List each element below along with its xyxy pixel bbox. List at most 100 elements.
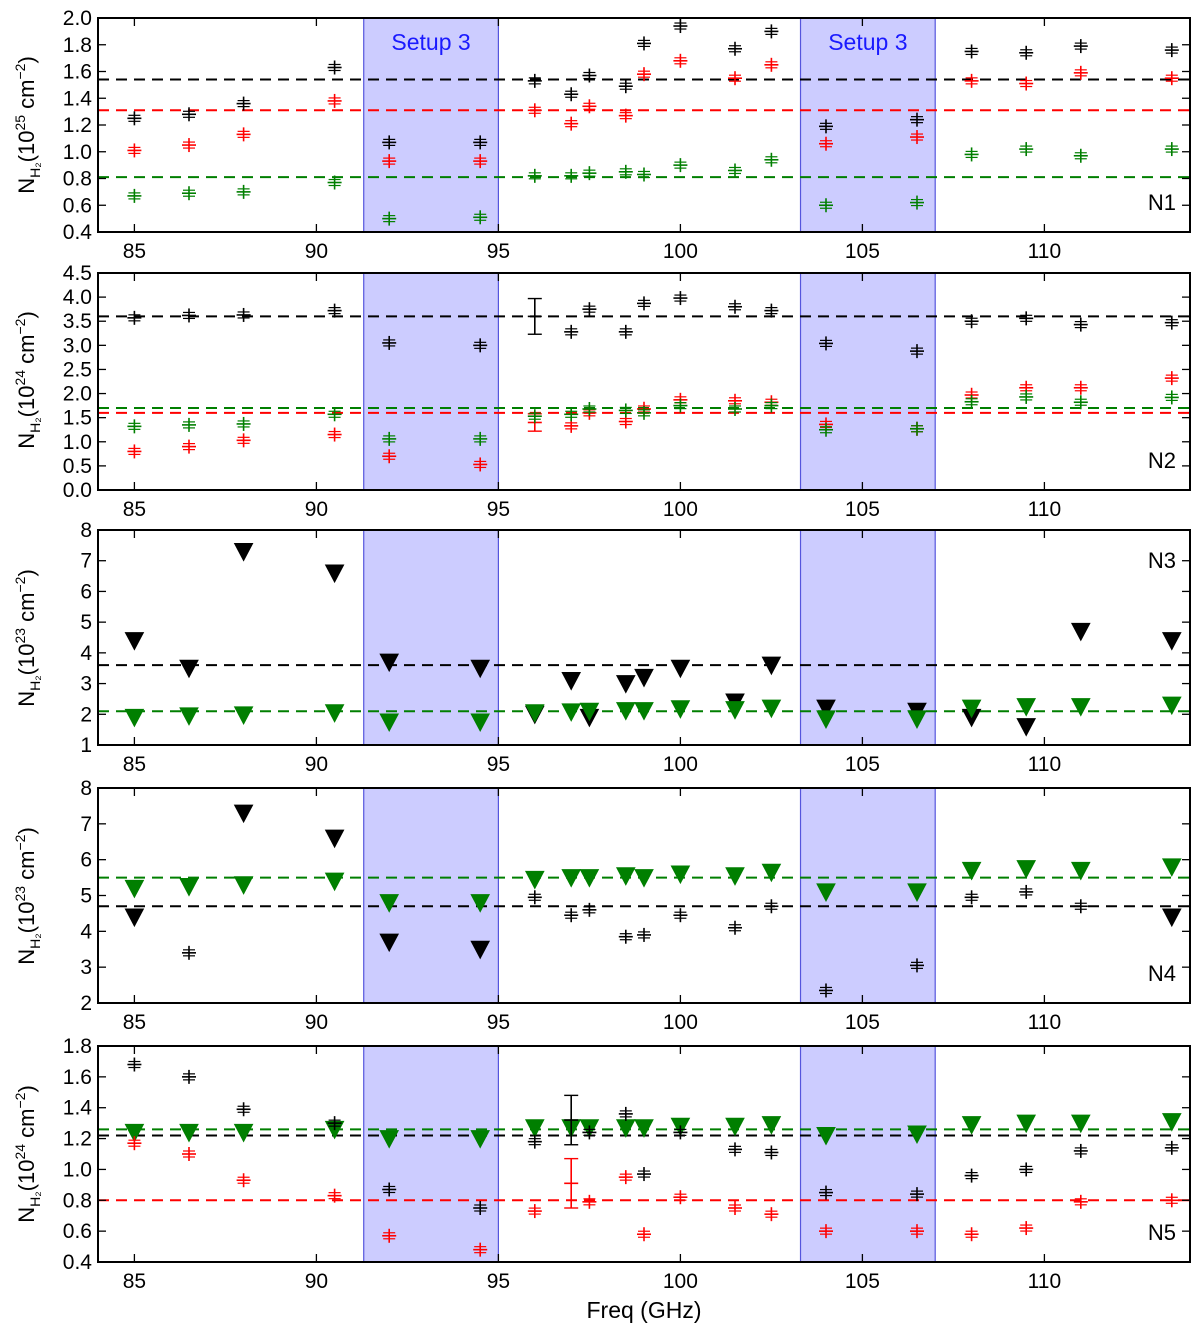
- data-point-green: [816, 883, 836, 902]
- data-point-green: [670, 700, 691, 719]
- data-point-black: [127, 111, 142, 126]
- data-point-red: [473, 1242, 488, 1257]
- y-tick-label: 0.6: [63, 194, 92, 217]
- ylabel-unit-base: (10: [14, 644, 39, 676]
- ylabel-main: N: [14, 178, 39, 194]
- panel-label: N5: [1148, 1220, 1176, 1245]
- y-tick-label: 1.5: [63, 407, 92, 430]
- data-point-red: [618, 108, 633, 123]
- x-tick-label: 100: [663, 240, 698, 263]
- data-point-green: [524, 870, 545, 890]
- plot-frame: [97, 17, 1191, 233]
- data-point-red: [382, 154, 397, 169]
- data-point-black: [964, 1168, 979, 1183]
- data-point-red: [527, 103, 542, 118]
- data-point-green: [470, 713, 491, 733]
- data-point-green: [127, 419, 142, 434]
- y-tick-label: 1.2: [63, 114, 92, 137]
- x-tick-label: 105: [845, 1011, 880, 1034]
- y-tick-label: 1: [80, 734, 92, 757]
- ylabel-close: ): [14, 569, 39, 576]
- data-point-black: [618, 1106, 633, 1121]
- ylabel-sub: H₂: [27, 417, 43, 433]
- data-point-green: [670, 865, 691, 885]
- data-point-green: [1073, 148, 1088, 163]
- data-point-black-detected: [582, 902, 597, 917]
- y-axis-label: NH₂(1025 cm−2): [12, 56, 43, 194]
- data-point-red: [236, 433, 251, 448]
- data-point-black: [324, 564, 345, 584]
- y-tick-label: 1.4: [63, 87, 93, 110]
- data-point-green: [961, 861, 982, 881]
- data-point-green: [1073, 395, 1088, 410]
- data-point-black: [182, 107, 196, 122]
- ylabel-unit-rest: cm: [14, 335, 39, 370]
- data-point-green: [527, 409, 542, 424]
- ylabel-sub: H₂: [27, 675, 43, 691]
- plot-frame: [97, 787, 1191, 1004]
- data-point-black: [233, 543, 254, 562]
- y-tick-label: 5: [80, 885, 92, 908]
- data-point-green: [179, 1123, 199, 1143]
- y-tick-label: 3.0: [63, 334, 92, 357]
- data-point-black: [327, 60, 342, 75]
- data-point-red: [182, 1147, 196, 1161]
- band-label: Setup 3: [391, 29, 470, 55]
- y-axis-label: NH₂(1023 cm−2): [12, 569, 43, 707]
- ylabel-close: ): [14, 56, 39, 63]
- ylabel-exponent: 24: [12, 1144, 28, 1160]
- data-point-black: [618, 79, 633, 94]
- data-point-green: [527, 168, 542, 183]
- data-point-black: [1019, 1162, 1034, 1177]
- data-point-black: [637, 1167, 651, 1182]
- data-point-black: [473, 135, 488, 150]
- y-tick-label: 1.8: [63, 1035, 92, 1058]
- data-point-black: [673, 1125, 688, 1140]
- ylabel-main: N: [14, 433, 39, 449]
- data-point-black: [564, 87, 579, 102]
- ylabel-unit-exp: −2: [12, 576, 28, 592]
- data-point-green: [561, 703, 582, 722]
- x-tick-label: 85: [123, 498, 146, 521]
- data-point-red: [564, 116, 579, 131]
- data-point-red: [182, 439, 196, 454]
- ylabel-sub: H₂: [27, 1191, 43, 1207]
- data-point-black: [127, 1057, 142, 1072]
- data-point-black-detected: [637, 927, 651, 942]
- data-point-red: [728, 71, 742, 86]
- data-point-red: [127, 444, 142, 459]
- panel-label: N3: [1148, 548, 1176, 573]
- data-point-black: [236, 1102, 251, 1117]
- data-point-green: [907, 1125, 927, 1145]
- data-point-black: [564, 1094, 579, 1146]
- data-point-red: [819, 1224, 833, 1239]
- x-tick-label: 90: [305, 1270, 328, 1293]
- x-tick-label: 85: [123, 1270, 146, 1293]
- data-point-black: [618, 324, 633, 339]
- data-point-red: [673, 1190, 688, 1205]
- data-point-green: [1016, 1114, 1037, 1134]
- data-point-black: [964, 44, 979, 59]
- data-point-green: [673, 398, 688, 413]
- data-point-green: [379, 713, 400, 733]
- y-tick-label: 1.2: [63, 1128, 92, 1151]
- x-tick-label: 105: [845, 498, 880, 521]
- data-point-black: [1070, 622, 1091, 642]
- data-point-red: [1164, 71, 1179, 86]
- y-tick-label: 2: [80, 703, 92, 726]
- data-point-green: [615, 867, 636, 886]
- data-point-red: [764, 57, 779, 72]
- data-point-green: [615, 702, 636, 721]
- data-point-black-upper: [470, 940, 491, 960]
- data-point-green: [324, 872, 345, 892]
- data-point-black: [327, 303, 342, 318]
- ylabel-unit-rest: cm: [14, 593, 39, 628]
- data-point-green: [618, 164, 633, 179]
- panel-label: N2: [1148, 448, 1176, 473]
- data-point-red: [1164, 371, 1179, 386]
- x-tick-label: 110: [1028, 498, 1061, 521]
- y-tick-label: 6: [80, 580, 92, 603]
- data-point-black: [382, 1182, 397, 1197]
- data-point-red: [1019, 76, 1034, 91]
